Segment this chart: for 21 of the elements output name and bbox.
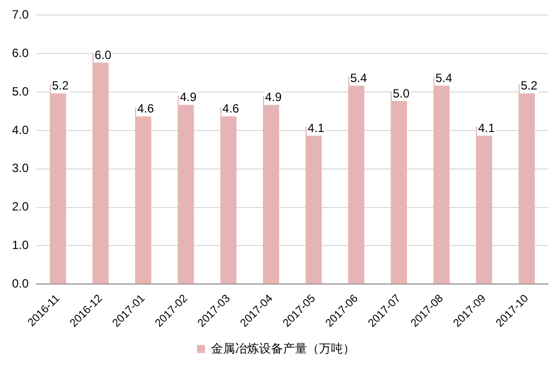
- y-tick-label: 1.0: [12, 238, 29, 252]
- data-label: 4.1: [478, 120, 496, 135]
- data-label: 5.4: [350, 70, 368, 85]
- y-tick-label: 6.0: [12, 46, 29, 60]
- data-label: 5.0: [392, 86, 410, 100]
- legend-label: 金属冶炼设备产量（万吨）: [211, 341, 355, 356]
- y-tick-label: 7.0: [12, 8, 29, 22]
- y-tick-label: 3.0: [12, 161, 29, 176]
- data-label: 5.2: [52, 78, 69, 93]
- data-label: 4.1: [308, 120, 325, 135]
- y-tick-label: 2.0: [12, 200, 29, 214]
- data-label: 4.6: [137, 102, 154, 116]
- data-label: 4.9: [180, 90, 197, 104]
- data-label: 4.9: [265, 90, 282, 104]
- data-label: 5.2: [520, 78, 538, 93]
- y-tick-label: 0.0: [12, 276, 29, 290]
- data-label: 5.4: [435, 70, 452, 85]
- y-tick-label: 5.0: [12, 84, 29, 98]
- data-label: 4.6: [222, 102, 240, 116]
- y-tick-label: 4.0: [12, 122, 29, 137]
- data-label: 6.0: [94, 48, 112, 62]
